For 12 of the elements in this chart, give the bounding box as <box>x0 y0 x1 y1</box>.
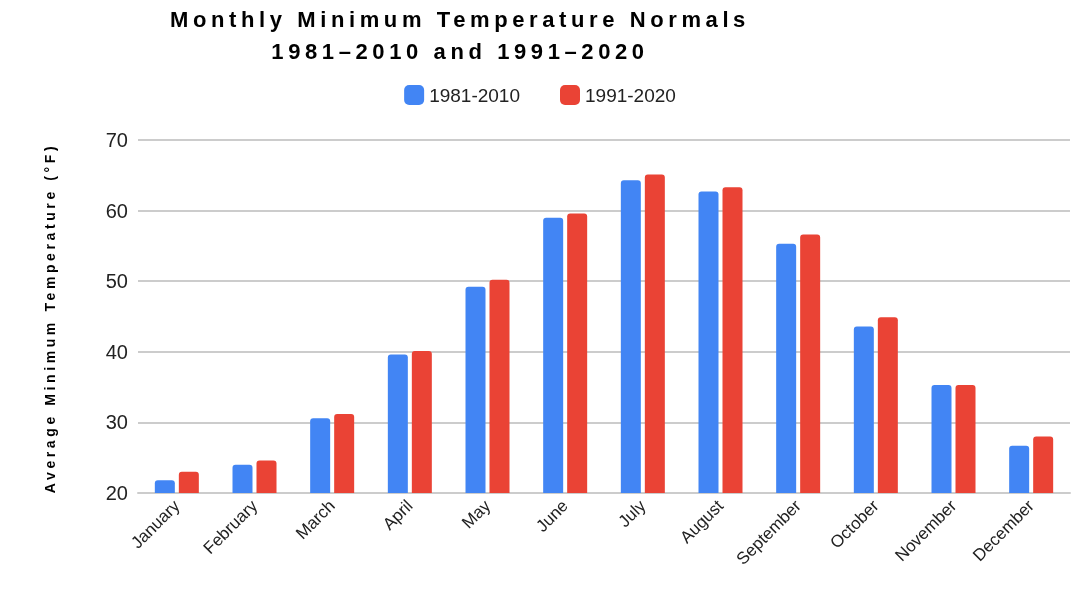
y-tick-label: 60 <box>105 199 128 222</box>
chart-title: Monthly Minimum Temperature Normals 1981–2010 and 1991–2020 <box>169 6 751 66</box>
y-tick-label: 20 <box>105 482 128 504</box>
legend-label: 1981-2010 <box>429 84 521 106</box>
y-axis-title: Average Minimum Temperature (°F) <box>42 142 58 494</box>
legend-label: 1991-2020 <box>585 84 676 106</box>
y-tick-label: 50 <box>105 270 128 293</box>
y-tick-label: 70 <box>105 129 128 151</box>
x-tick-label: July <box>614 495 650 532</box>
y-tick-label: 30 <box>105 411 128 434</box>
y-tick-label: 40 <box>105 340 128 363</box>
x-tick-label: May <box>458 495 495 533</box>
